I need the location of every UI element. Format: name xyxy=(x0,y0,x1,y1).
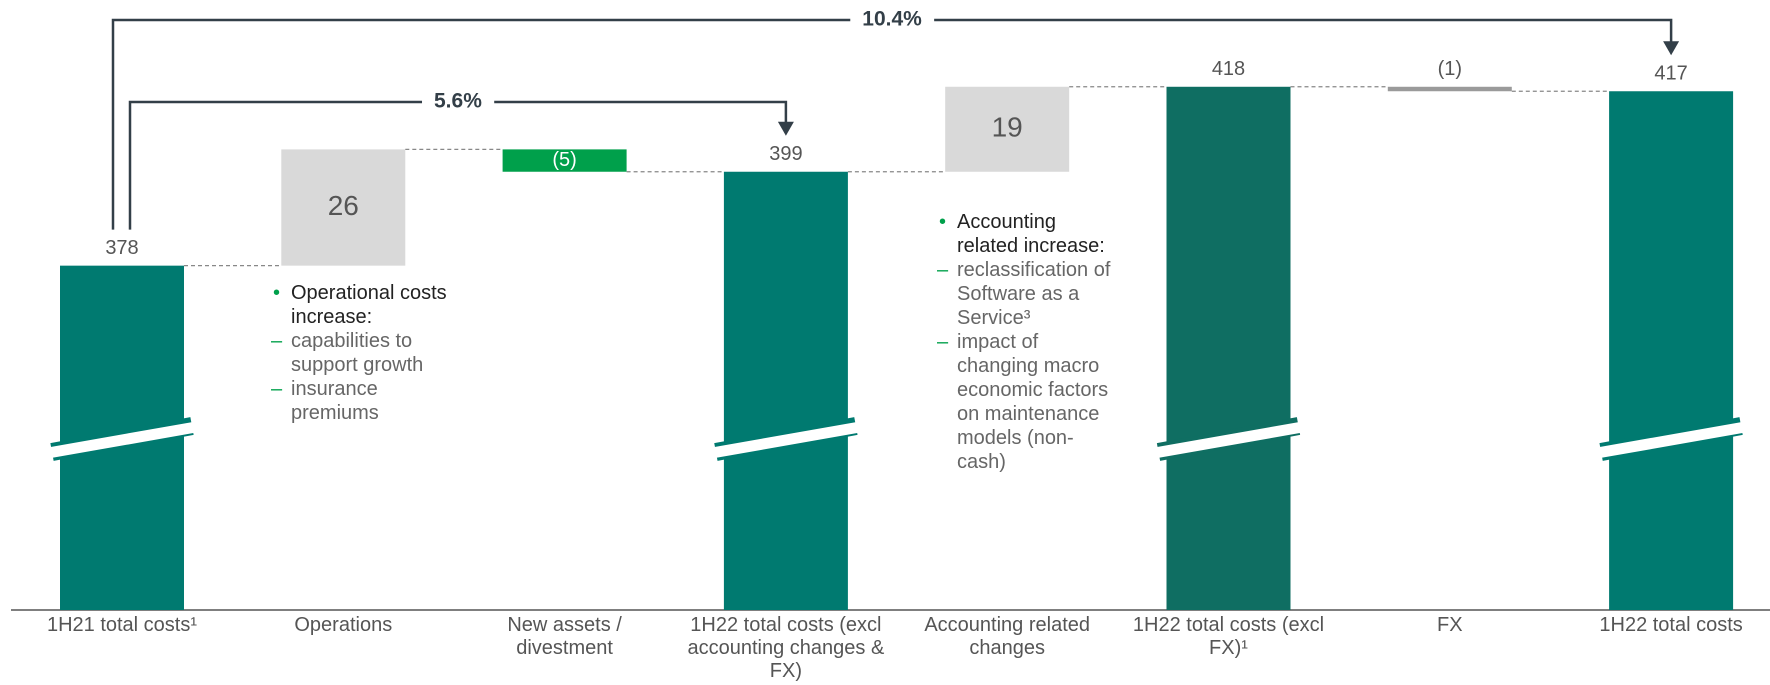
x-tick-label: 1H21 total costs¹ xyxy=(46,614,198,636)
value-label: 26 xyxy=(328,190,359,221)
note-heading: Operational costs increase: xyxy=(271,281,471,329)
note: Operational costs increase:capabilities … xyxy=(271,281,471,425)
bar xyxy=(281,149,406,266)
x-tick-label: 1H22 total costs (excl FX)¹ xyxy=(1132,614,1325,659)
note-item: impact of changing macro economic factor… xyxy=(937,330,1112,474)
value-label: 417 xyxy=(1654,63,1687,85)
bar xyxy=(502,149,627,172)
value-label: 399 xyxy=(769,143,802,165)
annotation-arrow xyxy=(128,100,788,230)
value-label: (5) xyxy=(552,149,576,171)
annotation-label: 5.6% xyxy=(434,90,482,113)
x-tick-label: New assets / divestment xyxy=(507,614,622,659)
value-label: 19 xyxy=(992,112,1023,143)
annotation-arrow xyxy=(111,18,1673,230)
note: Accounting related increase:reclassifica… xyxy=(937,210,1112,474)
annotation-arrowhead xyxy=(1663,41,1680,56)
axis-break-gap xyxy=(1153,421,1304,459)
note-item: capabilities to support growth xyxy=(271,329,471,377)
x-tick-label: Operations xyxy=(294,614,393,636)
bar xyxy=(723,171,848,610)
x-tick-label: FX xyxy=(1437,614,1463,636)
x-tick-label: 1H22 total costs (excl accounting change… xyxy=(687,614,885,682)
bar xyxy=(945,86,1070,172)
annotation-label: 10.4% xyxy=(862,8,922,31)
x-tick-label: 1H22 total costs xyxy=(1599,614,1743,636)
bar xyxy=(1387,86,1512,92)
note-heading: Accounting related increase: xyxy=(937,210,1112,258)
axis-break-gap xyxy=(1596,421,1747,459)
x-tick-label: Accounting related changes xyxy=(924,614,1091,659)
value-label: 418 xyxy=(1212,58,1245,80)
axis-break-gap xyxy=(47,421,197,459)
value-label: (1) xyxy=(1438,58,1462,80)
note-item: insurance premiums xyxy=(271,377,471,425)
bar xyxy=(1609,91,1734,611)
value-label: 378 xyxy=(105,237,138,259)
annotation-arrowhead xyxy=(777,121,794,136)
axis-break-gap xyxy=(710,421,861,459)
bar xyxy=(1166,86,1291,610)
note-item: reclassification of Software as a Servic… xyxy=(937,258,1112,330)
